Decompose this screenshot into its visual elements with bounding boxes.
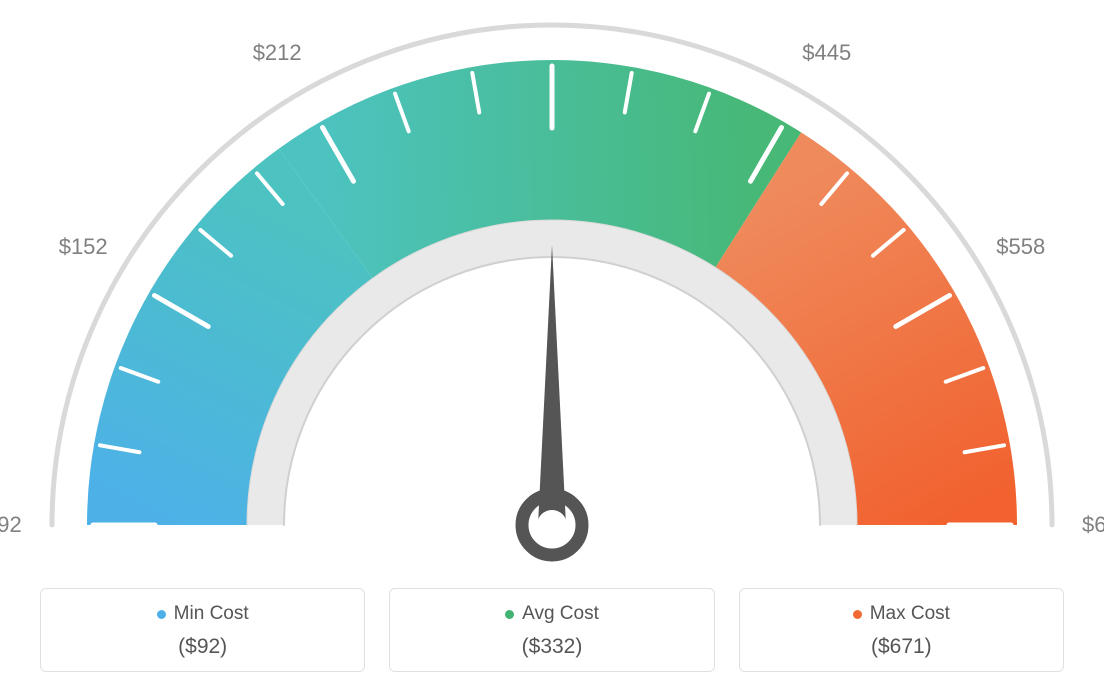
legend-min-dot	[157, 610, 166, 619]
gauge-tick-label: $671	[1082, 512, 1104, 538]
legend-max-value: ($671)	[750, 635, 1053, 659]
legend-avg-label-row: Avg Cost	[400, 603, 703, 625]
legend-max-label: Max Cost	[870, 603, 950, 625]
legend-max-dot	[853, 610, 862, 619]
gauge-tick-label: $445	[802, 40, 851, 66]
chart-container: $92$152$212$332$445$558$671 Min Cost ($9…	[0, 0, 1104, 690]
gauge-tick-label: $92	[0, 512, 22, 538]
legend-avg: Avg Cost ($332)	[389, 588, 714, 672]
legend-row: Min Cost ($92) Avg Cost ($332) Max Cost …	[40, 588, 1064, 672]
gauge-area: $92$152$212$332$445$558$671	[0, 0, 1104, 570]
gauge-tick-label: $152	[59, 234, 108, 260]
legend-max: Max Cost ($671)	[739, 588, 1064, 672]
legend-avg-label: Avg Cost	[522, 603, 599, 625]
legend-avg-value: ($332)	[400, 635, 703, 659]
legend-min-label-row: Min Cost	[51, 603, 354, 625]
gauge-tick-label: $212	[253, 40, 302, 66]
gauge-svg	[0, 0, 1104, 570]
legend-min: Min Cost ($92)	[40, 588, 365, 672]
gauge-tick-label: $558	[996, 234, 1045, 260]
legend-max-label-row: Max Cost	[750, 603, 1053, 625]
legend-min-value: ($92)	[51, 635, 354, 659]
legend-avg-dot	[505, 610, 514, 619]
legend-min-label: Min Cost	[174, 603, 249, 625]
